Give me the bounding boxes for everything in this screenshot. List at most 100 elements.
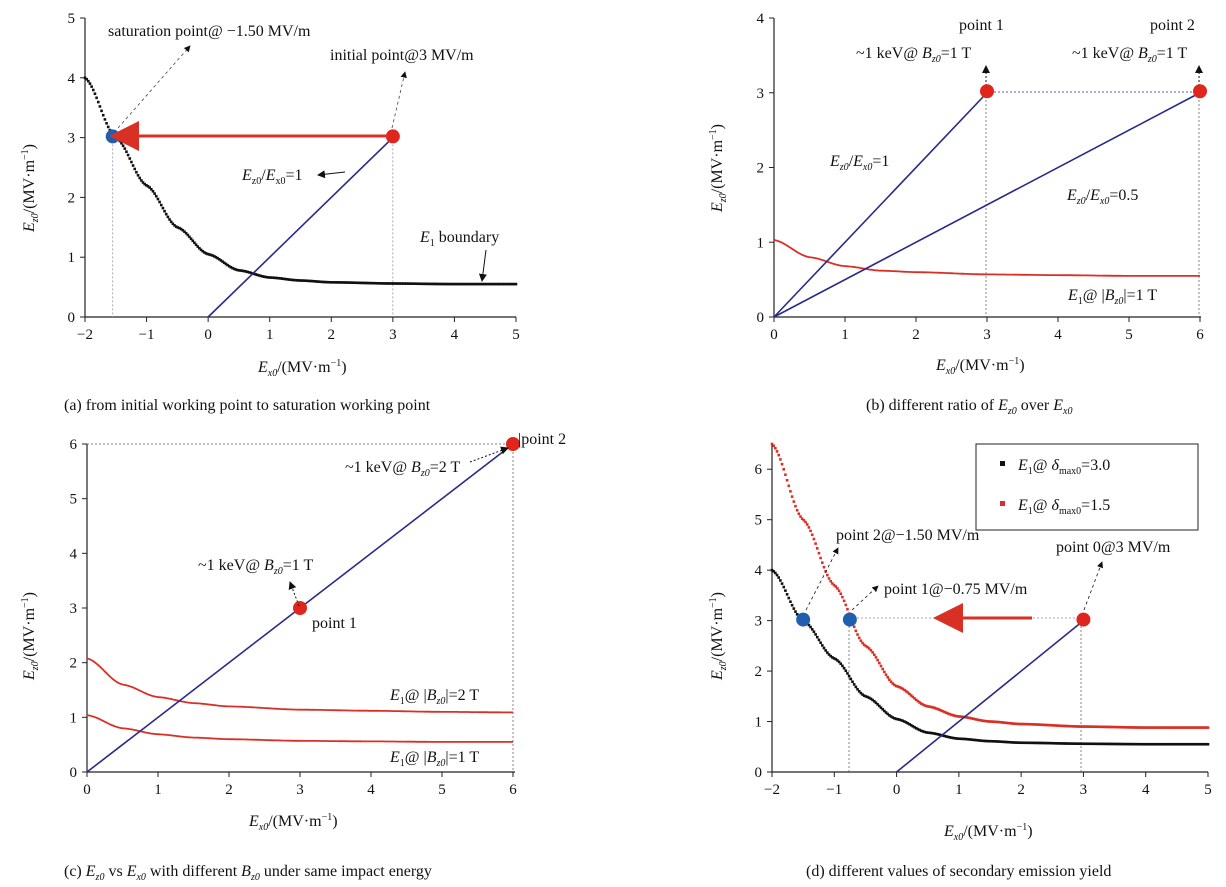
series-point [476, 282, 480, 286]
series-point [794, 504, 797, 508]
series-point [504, 282, 508, 286]
series-point [226, 263, 229, 267]
series-point [826, 573, 829, 577]
series-point [901, 719, 905, 723]
series-point [814, 633, 817, 636]
series-point [1198, 742, 1201, 746]
series-point [1017, 741, 1020, 744]
series-point [1116, 725, 1119, 729]
series-point [249, 271, 253, 275]
series-point [198, 246, 201, 250]
series-point [370, 281, 374, 285]
series-point [297, 279, 301, 282]
series-point [120, 141, 123, 145]
series-point [493, 282, 496, 286]
series-point [103, 118, 107, 121]
y-tick-label: 2 [757, 161, 765, 177]
panel-c-x-axis-label: Ex0/(MV·m−1) [248, 812, 338, 833]
series-point [438, 282, 442, 286]
series-point [377, 282, 380, 285]
series-point [888, 714, 891, 717]
panel-c-point2-label: |point 2 [518, 431, 566, 448]
series-point [1084, 725, 1087, 728]
series-point [946, 712, 950, 715]
series-point [826, 651, 829, 654]
series-point [428, 282, 432, 286]
series-point [782, 585, 786, 589]
series-point [1089, 725, 1092, 728]
series-point [787, 484, 791, 488]
series-point [1030, 723, 1034, 726]
series-point [908, 722, 911, 726]
series-point [1000, 721, 1004, 724]
series-point [83, 76, 87, 80]
series-point [1131, 726, 1134, 729]
series-point [183, 230, 186, 233]
series-point [985, 719, 988, 723]
series-point [842, 599, 846, 603]
series-point [372, 281, 375, 285]
series-point [352, 281, 355, 284]
point-marker-1 [842, 612, 857, 627]
series-point [466, 282, 470, 286]
x-tick-label: 5 [1204, 782, 1212, 798]
series-point [993, 720, 997, 724]
series-point [960, 715, 963, 718]
series-point [847, 674, 851, 678]
point-marker-2 [1076, 612, 1091, 627]
series-point [275, 276, 279, 280]
series-point [911, 695, 915, 699]
series-point [849, 677, 853, 681]
series-point [862, 694, 866, 698]
series-point [1199, 742, 1203, 746]
series-point [416, 282, 420, 286]
series-point [1080, 725, 1084, 728]
series-point [143, 182, 146, 186]
series-point [884, 673, 888, 676]
series-point [219, 259, 223, 262]
series-point [1119, 742, 1123, 746]
series-point [772, 570, 775, 573]
series-point [1206, 742, 1210, 746]
series-point [455, 282, 458, 286]
series-point [161, 206, 165, 210]
series-point [496, 282, 500, 286]
panel-b-x-ticks: 0 1 2 3 4 5 6 [770, 317, 1204, 343]
series-point [936, 707, 940, 711]
panel-b-point1-title: point 1 [959, 17, 1004, 34]
series-point [1079, 725, 1082, 728]
series-point [1033, 723, 1037, 726]
series-point [1188, 726, 1191, 729]
series-point [125, 150, 128, 154]
series-point [413, 282, 417, 285]
panel-b-point1-energy: ~1 keV@ Bz0=1 T [856, 45, 971, 65]
series-point [1139, 726, 1143, 729]
series-point [274, 276, 277, 280]
series-point [1000, 740, 1004, 744]
series-point [236, 268, 239, 272]
series-point [936, 733, 940, 736]
series-point [938, 733, 941, 737]
series-point [1148, 742, 1151, 746]
series-point [514, 282, 518, 286]
series-point [1067, 724, 1071, 728]
series-point [1060, 742, 1064, 745]
series-point [872, 653, 876, 657]
series-point [234, 268, 238, 271]
series-point [802, 518, 806, 522]
series-point [390, 282, 393, 285]
series-point [1097, 725, 1101, 729]
series-point [1146, 742, 1149, 746]
series-point [1070, 742, 1074, 745]
panel-c-point1-energy: ~1 keV@ Bz0=1 T [198, 557, 313, 577]
y-tick-label: 3 [757, 86, 765, 102]
y-tick-label: 6 [755, 462, 763, 478]
x-tick-label: 4 [451, 327, 459, 343]
series-point [329, 280, 332, 284]
series-point [955, 714, 958, 718]
panel-c: 0 1 2 3 4 5 6 0 1 2 3 4 5 6 |point 2 ~1 keV@ Bz0=2 T… [20, 431, 566, 883]
series-point [1047, 723, 1050, 727]
series-point [926, 705, 930, 708]
series-point [1012, 722, 1015, 725]
